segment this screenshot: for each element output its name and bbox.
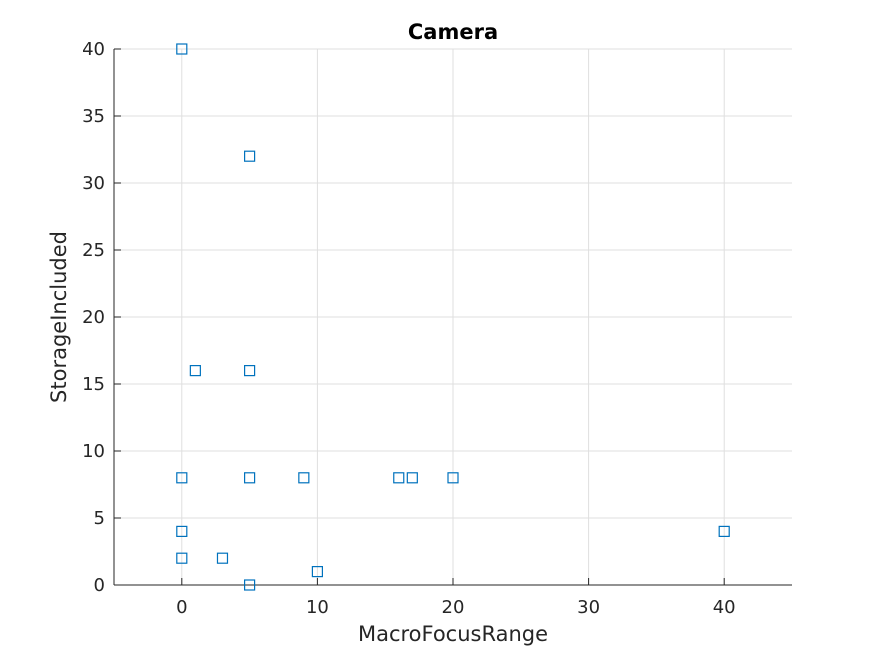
x-tick-label: 30 — [577, 597, 600, 618]
data-point — [718, 525, 730, 538]
y-tick-label: 30 — [82, 173, 105, 194]
data-point — [189, 365, 201, 377]
y-tick-label: 0 — [94, 575, 105, 596]
data-point — [298, 472, 310, 484]
x-axis-label: MacroFocusRange — [358, 622, 548, 646]
x-tick-label: 10 — [306, 597, 329, 618]
data-point — [216, 552, 229, 564]
data-point — [176, 472, 188, 484]
x-tick-label: 40 — [713, 597, 736, 618]
y-tick-label: 15 — [82, 374, 105, 395]
data-point — [447, 472, 459, 484]
grid-lines — [114, 48, 792, 586]
y-tick-label: 10 — [82, 441, 105, 462]
data-points — [176, 43, 730, 591]
data-point — [176, 525, 188, 538]
data-point — [176, 43, 188, 55]
data-point — [176, 552, 188, 564]
chart-title: Camera — [408, 20, 498, 44]
tick-labels: 0 10 20 30 40 0 5 10 15 20 25 30 35 40 — [82, 39, 736, 618]
y-tick-label: 5 — [94, 508, 105, 529]
y-tick-label: 20 — [82, 307, 105, 328]
x-tick-label: 20 — [442, 597, 465, 618]
x-tick-label: 0 — [176, 597, 187, 618]
data-point — [393, 472, 405, 484]
data-point — [244, 365, 256, 377]
y-tick-label: 25 — [82, 240, 105, 261]
data-point — [244, 472, 256, 484]
y-axis-label: StorageIncluded — [47, 231, 71, 403]
data-point — [244, 150, 256, 162]
y-tick-label: 40 — [82, 39, 105, 60]
axes — [113, 48, 792, 586]
data-point — [311, 565, 323, 578]
y-tick-label: 35 — [82, 106, 105, 127]
data-point — [244, 579, 256, 591]
data-point — [406, 472, 418, 484]
